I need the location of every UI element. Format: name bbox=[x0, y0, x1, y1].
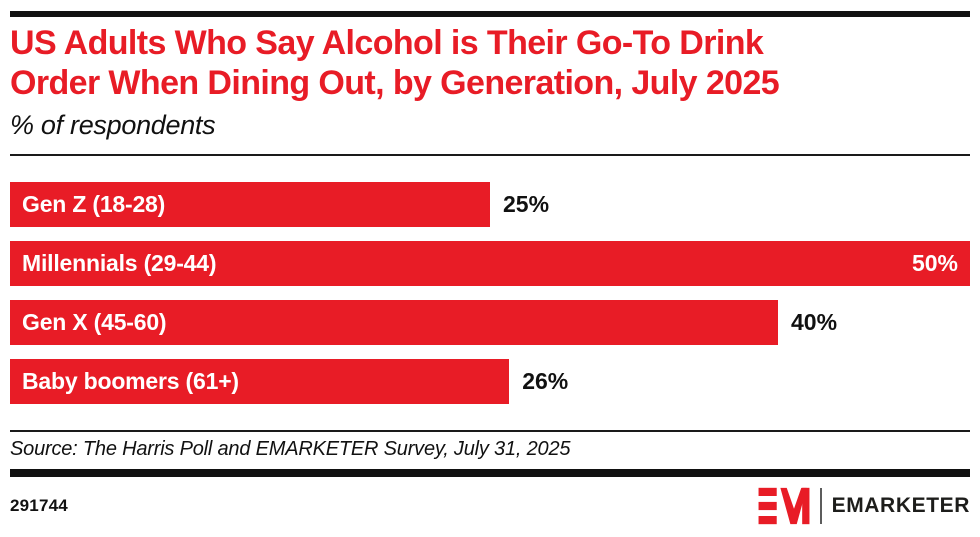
bar-row: Gen Z (18-28) 25% bbox=[10, 181, 970, 227]
bar-row: Gen X (45-60) 40% bbox=[10, 299, 970, 345]
bar: Millennials (29-44) 50% bbox=[10, 240, 970, 286]
logo-divider bbox=[819, 487, 822, 524]
top-rule bbox=[10, 11, 970, 17]
chart-id: 291744 bbox=[10, 495, 68, 515]
bar: Baby boomers (61+) bbox=[10, 358, 510, 404]
bar-category-label: Gen X (45-60) bbox=[22, 308, 167, 335]
bar-row: Millennials (29-44) 50% bbox=[10, 240, 970, 286]
bar-value-label: 25% bbox=[503, 190, 550, 217]
chart-title-line-2: Order When Dining Out, by Generation, Ju… bbox=[10, 63, 780, 102]
footer-rule bbox=[10, 468, 970, 477]
emarketer-logo-icon bbox=[758, 487, 810, 524]
bar-value-label: 40% bbox=[791, 308, 838, 335]
chart-title: US Adults Who Say Alcohol is Their Go-To… bbox=[10, 24, 970, 104]
source-note: Source: The Harris Poll and EMARKETER Su… bbox=[10, 437, 571, 460]
bar-category-label: Millennials (29-44) bbox=[22, 249, 217, 276]
chart-subtitle: % of respondents bbox=[10, 109, 216, 140]
divider-under-subtitle bbox=[10, 153, 970, 156]
footer: 291744 EMARKETER bbox=[10, 485, 970, 527]
emarketer-wordmark: EMARKETER bbox=[831, 493, 970, 517]
emarketer-brand: EMARKETER bbox=[758, 486, 970, 526]
chart-title-line-1: US Adults Who Say Alcohol is Their Go-To… bbox=[10, 24, 764, 62]
bar: Gen Z (18-28) bbox=[10, 181, 490, 227]
bar-value-label: 50% bbox=[911, 249, 958, 276]
bar-value-label: 26% bbox=[522, 367, 569, 394]
bar-chart: Gen Z (18-28) 25% Millennials (29-44) 50% Ge… bbox=[10, 181, 970, 404]
bar-category-label: Gen Z (18-28) bbox=[22, 190, 166, 217]
bar: Gen X (45-60) bbox=[10, 299, 778, 345]
bar-row: Baby boomers (61+) 26% bbox=[10, 358, 970, 404]
divider-above-source bbox=[10, 429, 970, 432]
bar-category-label: Baby boomers (61+) bbox=[22, 367, 239, 394]
